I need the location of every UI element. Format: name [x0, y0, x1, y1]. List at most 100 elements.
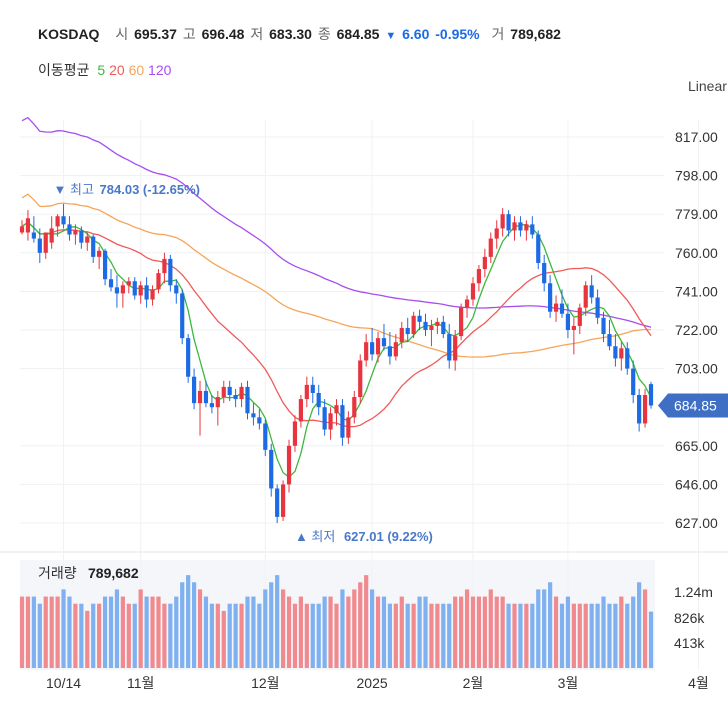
- scale-mode-toggle[interactable]: Linear: [688, 78, 727, 94]
- close-value: 684.85: [336, 26, 380, 42]
- volume-bar: [601, 596, 606, 668]
- candle-body: [464, 299, 470, 308]
- volume-bar: [191, 582, 197, 668]
- volume-bar: [571, 603, 576, 668]
- volume-bar: [328, 596, 333, 668]
- candle: [263, 419, 268, 456]
- candle-body: [275, 488, 280, 517]
- volume-bar: [405, 603, 410, 668]
- candle: [73, 224, 78, 245]
- volume-bar: [162, 603, 167, 668]
- volume-bar: [607, 603, 612, 668]
- candle-body: [393, 342, 398, 357]
- x-tick-label: 11월: [127, 675, 154, 691]
- candle: [85, 232, 90, 251]
- candle: [595, 289, 600, 324]
- candle-body: [494, 228, 499, 239]
- candle: [571, 317, 576, 355]
- volume-bar: [322, 596, 327, 668]
- volume-bar: [180, 582, 185, 668]
- candle-body: [55, 216, 60, 227]
- volume-bar: [536, 589, 541, 668]
- candle-body: [340, 405, 345, 438]
- candle-body: [91, 236, 96, 257]
- candle-body: [162, 258, 167, 274]
- candle: [429, 319, 434, 347]
- candle: [453, 330, 458, 371]
- high-marker-label: ▼ 최고: [54, 182, 94, 197]
- volume-bar: [625, 603, 630, 668]
- candle-body: [381, 338, 387, 347]
- candle-body: [186, 338, 191, 377]
- candle-body: [399, 327, 404, 343]
- candle-body: [269, 449, 274, 489]
- volume-bar: [453, 596, 458, 668]
- volume-bar: [73, 603, 78, 668]
- candle-body: [97, 250, 102, 257]
- candle-body: [459, 307, 464, 337]
- candle-body: [203, 390, 209, 404]
- volume-bar: [399, 596, 404, 668]
- ma-legend-label: 이동평균: [38, 62, 90, 78]
- volume-bar: [257, 603, 262, 668]
- volume-bar: [55, 596, 60, 668]
- volume-panel-label: 거래량: [38, 565, 77, 581]
- candle: [364, 334, 369, 367]
- candle: [168, 254, 173, 292]
- volume-bar: [49, 596, 54, 668]
- candle-body: [536, 234, 541, 263]
- candle-body: [553, 303, 559, 312]
- candle: [559, 289, 565, 318]
- volume-bar: [387, 603, 393, 668]
- candle: [120, 281, 125, 308]
- candle-body: [120, 285, 125, 294]
- volume-bar: [150, 596, 155, 668]
- candle: [280, 480, 286, 521]
- candle: [126, 277, 131, 294]
- volume-bar: [595, 603, 600, 668]
- candle: [215, 390, 220, 426]
- volume-bar: [251, 596, 256, 668]
- y-tick-label: 741.00: [675, 283, 718, 299]
- volume-bar: [411, 603, 416, 668]
- volume-bar: [245, 596, 250, 668]
- volume-bar: [648, 611, 654, 668]
- candle-body: [132, 281, 137, 296]
- candle-body: [631, 368, 636, 396]
- low-marker-value: 627.01 (9.22%): [344, 529, 433, 544]
- candle: [150, 285, 155, 306]
- candle: [304, 376, 309, 408]
- candle-body: [49, 228, 54, 243]
- candle-body: [642, 395, 648, 424]
- change-percent: -0.95%: [435, 26, 480, 42]
- candle: [209, 395, 214, 414]
- candle-body: [257, 417, 262, 424]
- candle-body: [19, 226, 25, 233]
- candle: [625, 342, 630, 375]
- moving-average-legend[interactable]: 이동평균 5 20 60 120: [38, 60, 171, 80]
- candle: [97, 246, 102, 270]
- volume-bar: [500, 596, 505, 668]
- candle-body: [197, 390, 203, 404]
- candle: [565, 303, 571, 339]
- candle: [381, 323, 387, 351]
- high-value: 696.48: [201, 26, 245, 42]
- candle-body: [85, 236, 90, 243]
- candle: [488, 232, 493, 263]
- candle-body: [518, 222, 523, 231]
- volume-bar: [209, 603, 214, 668]
- volume-bar: [417, 596, 422, 668]
- volume-bar: [589, 603, 594, 668]
- candle: [239, 382, 244, 408]
- candle-body: [37, 238, 42, 253]
- volume-bar: [565, 596, 571, 668]
- candle: [370, 327, 375, 361]
- candle: [387, 332, 393, 365]
- candle: [399, 321, 404, 349]
- candle-body: [488, 238, 493, 257]
- candle: [61, 204, 66, 229]
- volume-bar: [97, 603, 102, 668]
- volume-bar: [91, 603, 96, 668]
- x-tick-label: 12월: [251, 675, 279, 691]
